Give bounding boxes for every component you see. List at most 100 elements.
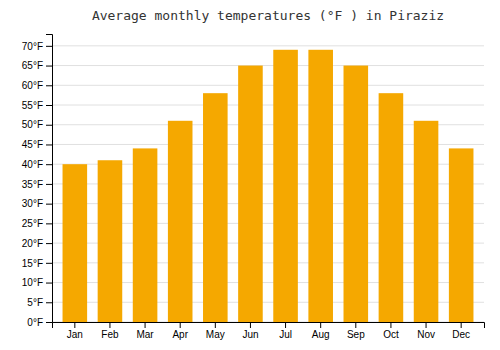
bar (344, 66, 369, 322)
bar (238, 66, 263, 322)
y-tick-mark (46, 263, 52, 264)
y-tick-label: 5°F (27, 297, 43, 308)
x-tick-mark (320, 322, 321, 328)
bar (414, 121, 439, 322)
grid-line (52, 85, 484, 86)
y-tick-mark (46, 105, 52, 106)
x-tick-label: Mar (136, 329, 154, 340)
x-tick-label: Jul (279, 329, 292, 340)
y-tick: 35°F (22, 179, 52, 190)
y-tick-mark (46, 46, 52, 47)
y-tick-mark (46, 283, 52, 284)
x-tick-label: Nov (417, 329, 435, 340)
y-axis: 0°F 5°F 10°F 15°F 20°F 25°F 30°F 35°F 40°F 45°F 50… (22, 35, 53, 328)
grid-line (52, 45, 484, 46)
bar (203, 93, 228, 322)
bar (273, 50, 298, 322)
y-tick-label: 50°F (22, 119, 43, 130)
x-tick-label: Sep (347, 329, 365, 340)
y-tick-mark (46, 322, 52, 323)
y-tick-label: 40°F (22, 159, 43, 170)
x-tick-label: Oct (383, 329, 399, 340)
bar (98, 160, 123, 322)
x-tick: Jul (279, 322, 292, 340)
y-tick-label: 15°F (22, 258, 43, 269)
y-tick: 50°F (22, 119, 52, 130)
y-tick-label: 45°F (22, 139, 43, 150)
x-tick: Nov (417, 322, 435, 340)
x-tick-label: Jun (242, 329, 258, 340)
x-tick-mark (145, 322, 146, 328)
x-tick-mark (250, 322, 251, 328)
y-tick: 30°F (22, 198, 52, 209)
y-tick-mark (46, 164, 52, 165)
x-tick: Oct (383, 322, 399, 340)
y-tick-label: 30°F (22, 198, 43, 209)
x-tick-label: Aug (312, 329, 330, 340)
bar (308, 50, 333, 322)
y-tick-label: 0°F (27, 317, 43, 328)
y-tick-label: 10°F (22, 277, 43, 288)
y-tick-label: 20°F (22, 238, 43, 249)
x-tick-mark (215, 322, 216, 328)
x-tick: Sep (347, 322, 365, 340)
y-tick: 25°F (22, 218, 52, 229)
x-tick-mark (285, 322, 286, 328)
title: Average monthly temperatures (°F ) in Pi… (92, 8, 444, 23)
y-tick: 40°F (22, 159, 52, 170)
x-tick-label: Feb (101, 329, 119, 340)
x-tick: May (206, 322, 225, 340)
y-tick-label: 65°F (22, 60, 43, 71)
x-tick-mark (426, 322, 427, 328)
x-tick: Jan (67, 322, 83, 340)
x-tick-mark (74, 322, 75, 328)
x-tick-label: Dec (452, 329, 470, 340)
y-axis-line (46, 35, 53, 323)
y-tick: 0°F (27, 317, 52, 328)
bar (168, 121, 193, 322)
chart: Average monthly temperatures (°F ) in Pi… (0, 0, 500, 350)
x-tick: Feb (101, 322, 119, 340)
y-tick: 55°F (22, 100, 52, 111)
y-tick: 10°F (22, 277, 52, 288)
x-tick: Jun (242, 322, 258, 340)
x-tick-label: Apr (172, 329, 188, 340)
bar (379, 93, 404, 322)
y-tick-mark (46, 243, 52, 244)
bars (63, 50, 474, 322)
y-tick: 70°F (22, 41, 52, 52)
x-axis-line (53, 323, 485, 329)
y-tick: 45°F (22, 139, 52, 150)
plot: 0°F 5°F 10°F 15°F 20°F 25°F 30°F 35°F 40°F 45°F 50… (22, 35, 485, 341)
y-tick-mark (46, 223, 52, 224)
grid-line (52, 65, 484, 66)
y-tick-label: 55°F (22, 100, 43, 111)
bar (133, 148, 158, 322)
y-tick-mark (46, 204, 52, 205)
y-tick-label: 35°F (22, 179, 43, 190)
x-tick-mark (109, 322, 110, 328)
y-tick-label: 60°F (22, 80, 43, 91)
y-tick-label: 25°F (22, 218, 43, 229)
x-tick-label: May (206, 329, 225, 340)
y-tick-label: 70°F (22, 41, 43, 52)
x-tick: Apr (172, 322, 188, 340)
x-axis: Jan Feb Mar Apr May Jun Jul Aug Sep Oct Nov Dec (53, 322, 485, 340)
y-tick-mark (46, 302, 52, 303)
y-tick: 20°F (22, 238, 52, 249)
y-tick-mark (46, 85, 52, 86)
x-tick-mark (180, 322, 181, 328)
y-tick-mark (46, 184, 52, 185)
y-tick-mark (46, 125, 52, 126)
y-tick: 15°F (22, 258, 52, 269)
grid-line (52, 105, 484, 106)
x-tick: Dec (452, 322, 470, 340)
x-tick-label: Jan (67, 329, 83, 340)
x-tick-mark (461, 322, 462, 328)
y-tick-mark (46, 144, 52, 145)
y-tick: 5°F (27, 297, 52, 308)
x-tick-mark (355, 322, 356, 328)
x-tick: Mar (136, 322, 154, 340)
y-tick: 60°F (22, 80, 52, 91)
x-tick: Aug (312, 322, 330, 340)
